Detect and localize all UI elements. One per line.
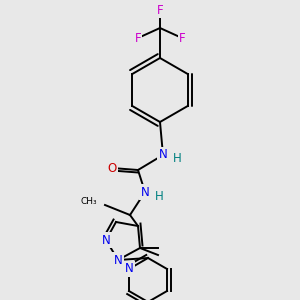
Text: N: N bbox=[114, 254, 122, 266]
Text: N: N bbox=[159, 148, 167, 161]
Text: F: F bbox=[135, 32, 141, 44]
Text: H: H bbox=[172, 152, 182, 166]
Text: N: N bbox=[124, 262, 133, 275]
Text: N: N bbox=[102, 233, 110, 247]
Text: H: H bbox=[154, 190, 164, 202]
Text: F: F bbox=[157, 4, 163, 16]
Text: O: O bbox=[107, 161, 117, 175]
Text: CH₃: CH₃ bbox=[80, 197, 97, 206]
Text: N: N bbox=[141, 185, 149, 199]
Text: F: F bbox=[179, 32, 185, 44]
